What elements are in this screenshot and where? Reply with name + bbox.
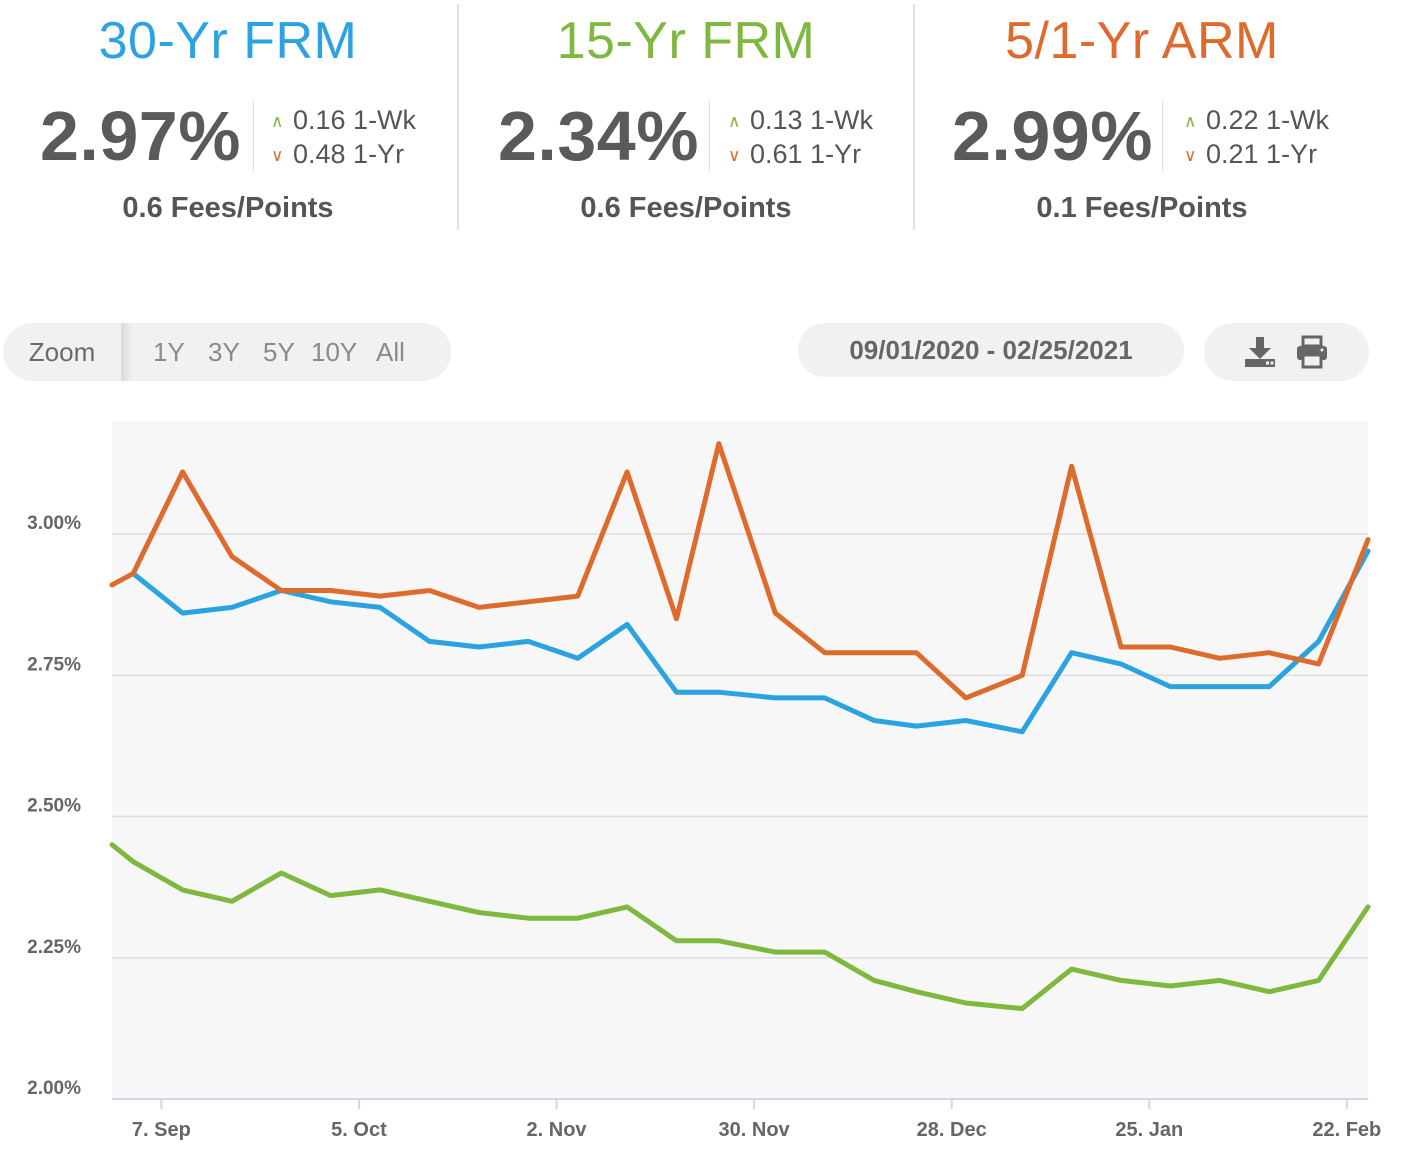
zoom-3y-button[interactable]: 3Y — [208, 337, 240, 367]
series-lines — [109, 441, 1371, 1012]
week-change: ∧ 0.13 1-Wk — [728, 104, 873, 138]
column-divider — [457, 4, 459, 230]
series-line-0 — [130, 548, 1371, 735]
chevron-down-icon: ∨ — [728, 146, 741, 165]
y-tick-label: 2.75% — [27, 654, 81, 675]
chevron-down-icon: ∨ — [1184, 146, 1197, 165]
chevron-up-icon: ∧ — [271, 112, 284, 131]
rate-card-30yr: 30-Yr FRM 2.97% ∧ 0.16 1-Wk ∨ 0.48 1-Yr 0.… — [0, 0, 456, 240]
y-tick-label: 2.25% — [27, 937, 81, 958]
year-change-text: 0.48 1-Yr — [293, 139, 405, 169]
week-change: ∧ 0.16 1-Wk — [271, 104, 416, 138]
plot-background — [112, 421, 1368, 1099]
chevron-up-icon: ∧ — [1184, 112, 1197, 131]
rate-separator — [709, 102, 710, 170]
year-change: ∨ 0.21 1-Yr — [1184, 138, 1317, 172]
fees-points: 0.6 Fees/Points — [580, 192, 792, 224]
y-axis: 2.00% 2.25% 2.50% 2.75% 3.00% — [27, 513, 81, 1099]
rate-value: 2.99% — [952, 97, 1153, 175]
week-change-text: 0.13 1-Wk — [750, 105, 874, 135]
x-tick-label: 2. Nov — [527, 1119, 588, 1141]
date-range-display[interactable]: 09/01/2020 - 02/25/2021 — [798, 323, 1184, 377]
x-axis: 7. Sep 5. Oct 2. Nov 30. Nov 28. Dec 25. Jan 2… — [112, 1098, 1381, 1141]
rate-value: 2.97% — [40, 97, 241, 175]
download-icon[interactable] — [1242, 335, 1278, 369]
rate-summary: 30-Yr FRM 2.97% ∧ 0.16 1-Wk ∨ 0.48 1-Yr 0.… — [0, 0, 1370, 240]
mortgage-rate-chart: 2.00% 2.25% 2.50% 2.75% 3.00% 7. Sep 5. Oct 2.… — [27, 421, 1381, 1141]
y-tick-label: 2.50% — [27, 796, 81, 817]
rate-card-title: 30-Yr FRM — [98, 12, 358, 70]
column-divider — [913, 4, 915, 230]
year-change: ∨ 0.61 1-Yr — [728, 138, 861, 172]
zoom-1y-button[interactable]: 1Y — [153, 337, 185, 367]
y-tick-label: 2.00% — [27, 1078, 81, 1099]
zoom-10y-button[interactable]: 10Y — [311, 337, 358, 367]
year-change-text: 0.61 1-Yr — [750, 139, 862, 169]
series-line-1 — [109, 842, 1371, 1012]
chevron-down-icon: ∨ — [271, 146, 284, 165]
zoom-separator — [121, 323, 133, 381]
rate-separator — [253, 102, 254, 170]
y-tick-label: 3.00% — [27, 513, 81, 534]
week-change: ∧ 0.22 1-Wk — [1184, 104, 1329, 138]
rate-card-arm: 5/1-Yr ARM 2.99% ∧ 0.22 1-Wk ∨ 0.21 1-Yr 0… — [914, 0, 1370, 240]
fees-points: 0.1 Fees/Points — [1036, 192, 1248, 224]
printer-icon[interactable] — [1294, 335, 1330, 369]
rate-value: 2.34% — [498, 97, 699, 175]
x-tick-label: 30. Nov — [719, 1119, 791, 1141]
x-tick-label: 7. Sep — [132, 1119, 191, 1141]
rate-card-title: 15-Yr FRM — [556, 12, 816, 70]
zoom-all-button[interactable]: All — [376, 337, 405, 367]
series-line-2 — [109, 441, 1371, 701]
x-tick-label: 28. Dec — [917, 1119, 987, 1141]
zoom-label: Zoom — [28, 337, 96, 367]
year-change-text: 0.21 1-Yr — [1206, 139, 1318, 169]
chart-tools — [1204, 323, 1369, 381]
week-change-text: 0.22 1-Wk — [1206, 105, 1330, 135]
grid-lines — [112, 533, 1368, 959]
week-change-text: 0.16 1-Wk — [293, 105, 417, 135]
rate-card-15yr: 15-Yr FRM 2.34% ∧ 0.13 1-Wk ∨ 0.61 1-Yr 0.… — [458, 0, 914, 240]
zoom-bar: Zoom 1Y 3Y 5Y 10Y All — [3, 323, 451, 381]
year-change: ∨ 0.48 1-Yr — [271, 138, 404, 172]
fees-points: 0.6 Fees/Points — [122, 192, 334, 224]
x-tick-label: 22. Feb — [1312, 1119, 1381, 1141]
zoom-5y-button[interactable]: 5Y — [263, 337, 295, 367]
rate-separator — [1162, 102, 1163, 170]
chevron-up-icon: ∧ — [728, 112, 741, 131]
x-tick-label: 5. Oct — [331, 1119, 387, 1141]
x-tick-label: 25. Jan — [1115, 1119, 1183, 1141]
rate-card-title: 5/1-Yr ARM — [1005, 12, 1279, 70]
